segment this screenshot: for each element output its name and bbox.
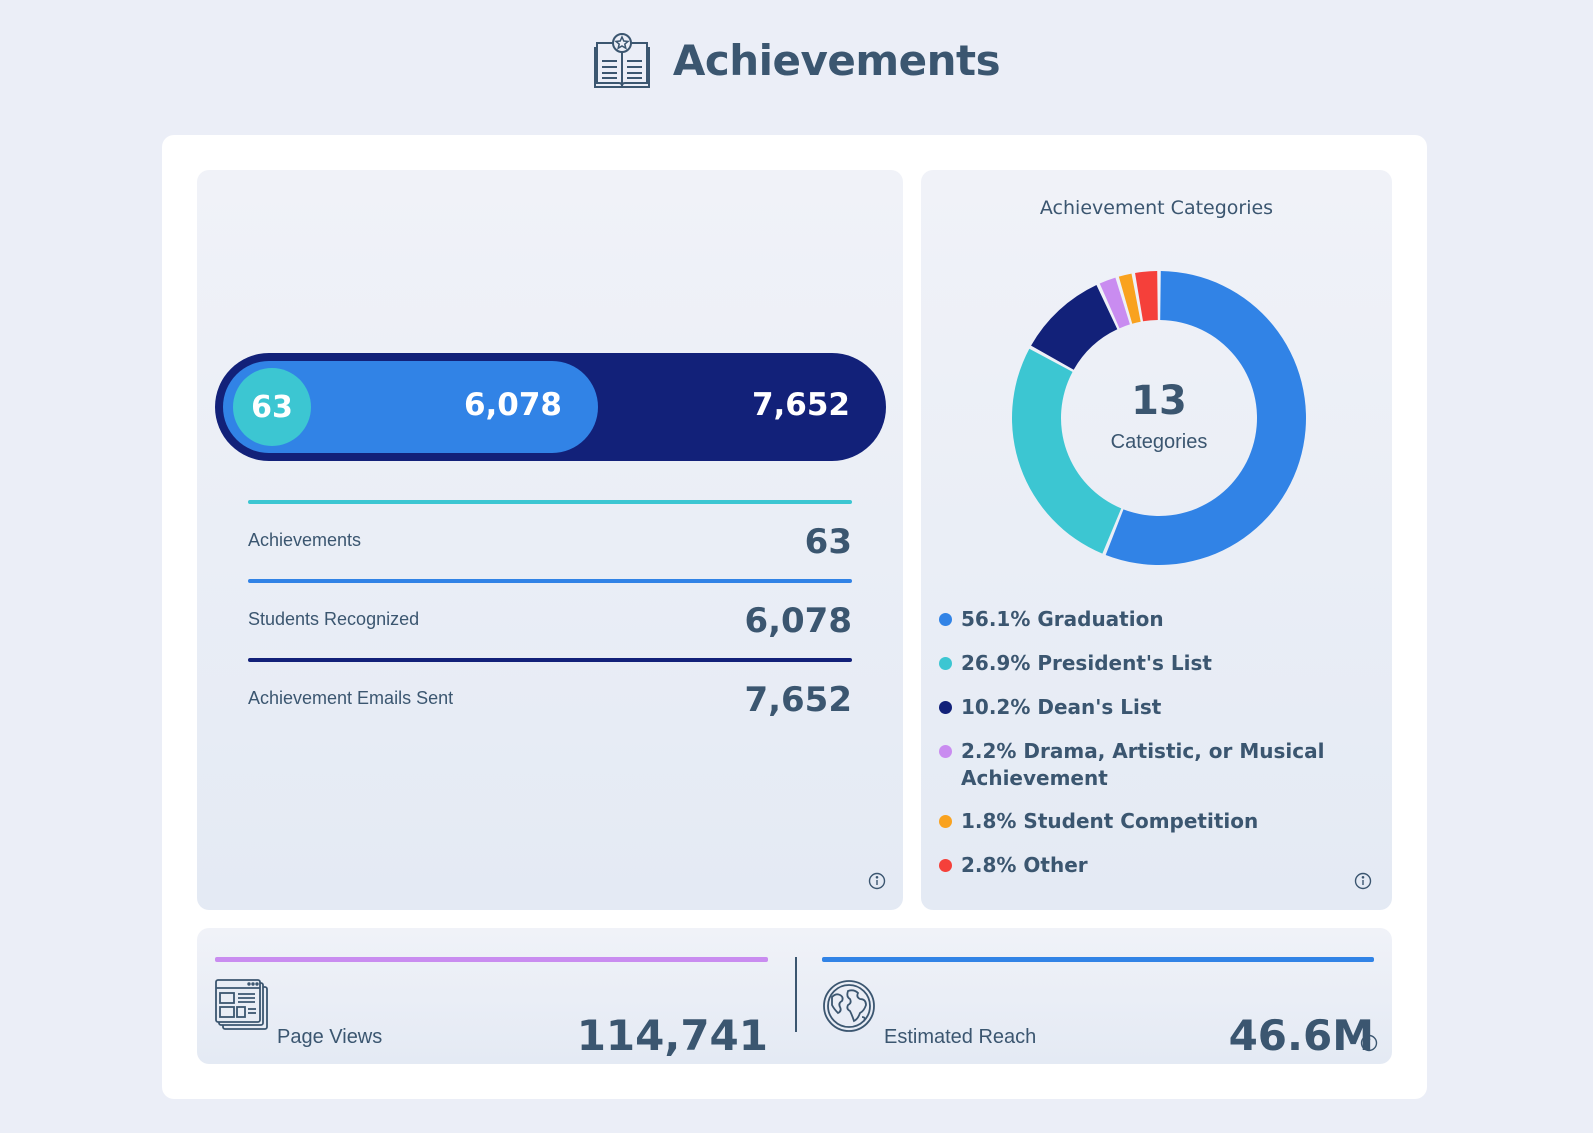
donut-chart: 13 Categories xyxy=(1009,268,1309,568)
donut-slice-drama-artistic-or-musical-achievement xyxy=(1099,277,1130,329)
donut-center-label: Categories xyxy=(1110,431,1208,453)
metric-value: 46.6M xyxy=(1228,1011,1374,1060)
legend-label: 1.8% Student Competition xyxy=(961,809,1259,833)
legend-dot xyxy=(939,745,952,758)
engagement-panel: Page Views 114,741 Estimated Reach 46.6M xyxy=(197,928,1392,1064)
funnel-panel: 63 6,078 7,652 Achievements 63 Students … xyxy=(197,170,903,910)
metric-label: Estimated Reach xyxy=(884,1026,1037,1048)
donut-slice-other xyxy=(1135,271,1158,322)
metric-line xyxy=(215,957,768,962)
certificate-book-icon xyxy=(593,31,651,89)
page-title: Achievements xyxy=(672,35,1001,85)
globe-icon xyxy=(822,979,876,1038)
legend-label: 2.2% Drama, Artistic, or Musical Achieve… xyxy=(961,739,1325,790)
stat-line xyxy=(248,579,852,583)
emails-sent-bar: 63 6,078 7,652 xyxy=(215,353,886,461)
legend-label: 10.2% Dean's List xyxy=(961,695,1162,719)
info-icon[interactable] xyxy=(868,872,886,890)
metric-line xyxy=(822,957,1374,962)
legend-dot xyxy=(939,701,952,714)
stat-label: Achievement Emails Sent xyxy=(248,688,454,708)
chart-title: Achievement Categories xyxy=(1039,197,1274,219)
donut-center-number: 13 xyxy=(1131,378,1187,424)
legend-dot xyxy=(939,859,952,872)
emails-sent-bar-value: 7,652 xyxy=(751,387,850,423)
achievements-card: 63 6,078 7,652 Achievements 63 Students … xyxy=(162,135,1427,1099)
browser-windows-icon xyxy=(215,979,271,1038)
stat-line xyxy=(248,658,852,662)
students-recognized-bar: 63 6,078 xyxy=(223,361,598,453)
info-icon[interactable] xyxy=(1354,872,1372,890)
donut-slice-president-s-list xyxy=(1012,348,1122,554)
legend-dot xyxy=(939,815,952,828)
stat-achievements: Achievements 63 xyxy=(248,500,852,562)
info-icon[interactable] xyxy=(1360,1034,1378,1052)
legend-label: 26.9% President's List xyxy=(961,651,1212,675)
stat-label: Students Recognized xyxy=(248,609,420,629)
stat-students-recognized: Students Recognized 6,078 xyxy=(248,579,852,641)
metric-label: Page Views xyxy=(277,1026,383,1048)
achievements-bubble: 63 xyxy=(233,368,311,446)
legend-dot xyxy=(939,657,952,670)
students-recognized-bar-value: 6,078 xyxy=(463,387,562,423)
stat-line xyxy=(248,500,852,504)
donut-slice-dean-s-list xyxy=(1031,284,1118,370)
donut-slice-graduation xyxy=(1105,271,1306,565)
legend-label: 56.1% Graduation xyxy=(961,607,1164,631)
stat-value: 7,652 xyxy=(744,680,852,720)
metric-value: 114,741 xyxy=(576,1011,768,1060)
stat-emails-sent: Achievement Emails Sent 7,652 xyxy=(248,658,852,720)
page-header: Achievements xyxy=(0,28,1593,92)
stat-label: Achievements xyxy=(248,530,362,550)
legend-label: 2.8% Other xyxy=(961,853,1088,877)
stat-value: 63 xyxy=(804,522,852,562)
donut-slice-student-competition xyxy=(1118,273,1141,324)
metric-page-views: Page Views 114,741 xyxy=(215,957,768,1060)
legend-dot xyxy=(939,613,952,626)
categories-panel: Achievement Categories 13 Categories 56.… xyxy=(921,170,1392,910)
metric-divider xyxy=(795,957,797,1032)
stat-value: 6,078 xyxy=(744,601,852,641)
metric-estimated-reach: Estimated Reach 46.6M xyxy=(822,957,1374,1060)
